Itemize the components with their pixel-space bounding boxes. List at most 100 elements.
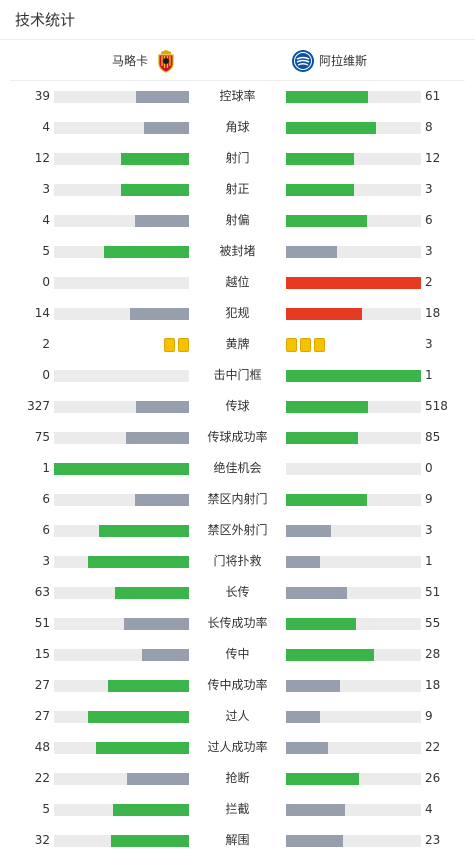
home-bar-track <box>54 91 189 103</box>
home-bar-track <box>54 370 189 382</box>
away-bar-fill <box>286 525 331 537</box>
home-bar-track <box>54 184 189 196</box>
home-bar-fill <box>54 463 189 475</box>
stat-label: 射正 <box>225 182 250 196</box>
stat-row: 3 门将扑救 1 <box>0 546 475 577</box>
away-value: 2 <box>425 275 433 289</box>
yellow-card-icon <box>178 338 189 352</box>
stat-label: 抢断 <box>225 771 250 785</box>
away-bar-track <box>286 680 421 692</box>
away-value: 61 <box>425 89 441 103</box>
stat-label: 解围 <box>225 833 250 847</box>
away-bar-fill <box>286 587 347 599</box>
home-bar-track <box>54 680 189 692</box>
mallorca-crest-icon <box>154 49 178 73</box>
away-value: 1 <box>425 554 433 568</box>
home-team[interactable]: 马略卡 <box>112 40 178 81</box>
home-team-name: 马略卡 <box>111 54 148 68</box>
home-bar-track <box>54 556 189 568</box>
page-title: 技术统计 <box>15 11 76 29</box>
home-bar-fill <box>115 587 189 599</box>
stat-row: 3 射正 3 <box>0 174 475 205</box>
home-bar-fill <box>121 153 189 165</box>
stat-label: 击中门框 <box>213 368 262 382</box>
away-bar-track <box>286 308 421 320</box>
home-bar-track <box>54 649 189 661</box>
home-bar-fill <box>99 525 189 537</box>
away-bar-fill <box>286 122 376 134</box>
home-value: 2 <box>42 337 50 351</box>
home-value: 32 <box>34 833 50 847</box>
away-bar-track <box>286 432 421 444</box>
away-bar-fill <box>286 215 367 227</box>
away-bar-track <box>286 711 421 723</box>
stat-row: 14 犯规 18 <box>0 298 475 329</box>
away-bar-track <box>286 153 421 165</box>
home-bar-fill <box>108 680 189 692</box>
away-team-name: 阿拉维斯 <box>319 54 368 68</box>
stat-row: 63 长传 51 <box>0 577 475 608</box>
home-value: 14 <box>34 306 50 320</box>
stat-label: 长传成功率 <box>207 616 268 630</box>
stat-row: 32 解围 23 <box>0 825 475 856</box>
home-bar-fill <box>121 184 189 196</box>
stat-label: 过人成功率 <box>207 740 268 754</box>
away-value: 51 <box>425 585 441 599</box>
home-bar-track <box>54 246 189 258</box>
stats-header: 技术统计 <box>0 0 475 40</box>
yellow-card-icon <box>300 338 311 352</box>
home-bar-track <box>54 432 189 444</box>
stat-row: 0 击中门框 1 <box>0 360 475 391</box>
away-team[interactable]: 阿拉维斯 <box>291 40 367 81</box>
home-bar-track <box>54 494 189 506</box>
away-value: 9 <box>425 709 433 723</box>
home-bar-track <box>54 525 189 537</box>
yellow-card-icon <box>286 338 297 352</box>
stat-label: 传球 <box>225 399 250 413</box>
away-bar-fill <box>286 711 320 723</box>
away-bar-fill <box>286 370 421 382</box>
home-bar-track <box>54 773 189 785</box>
away-bar-track <box>286 401 421 413</box>
teams-header: 马略卡 阿拉维斯 <box>10 40 465 81</box>
home-value: 12 <box>34 151 50 165</box>
stat-row: 2 黄牌 3 <box>0 329 475 360</box>
away-value: 28 <box>425 647 441 661</box>
away-bar-track <box>286 773 421 785</box>
away-bar-fill <box>286 680 340 692</box>
away-bar-fill <box>286 494 367 506</box>
away-yellow-cards <box>286 338 325 352</box>
home-bar-fill <box>135 494 189 506</box>
stat-row: 39 控球率 61 <box>0 81 475 112</box>
away-bar-fill <box>286 153 354 165</box>
home-value: 6 <box>42 492 50 506</box>
away-bar-fill <box>286 835 343 847</box>
away-value: 85 <box>425 430 441 444</box>
home-bar-fill <box>144 122 189 134</box>
stat-row: 6 禁区外射门 3 <box>0 515 475 546</box>
away-value: 8 <box>425 120 433 134</box>
stat-label: 长传 <box>225 585 250 599</box>
stat-label: 传球成功率 <box>207 430 268 444</box>
away-bar-track <box>286 494 421 506</box>
home-bar-track <box>54 153 189 165</box>
away-value: 4 <box>425 802 433 816</box>
home-value: 15 <box>34 647 50 661</box>
home-bar-track <box>54 711 189 723</box>
away-value: 3 <box>425 523 433 537</box>
stat-label: 角球 <box>225 120 250 134</box>
away-bar-fill <box>286 184 354 196</box>
stat-row: 27 传中成功率 18 <box>0 670 475 701</box>
away-bar-fill <box>286 618 356 630</box>
away-bar-track <box>286 649 421 661</box>
away-bar-fill <box>286 742 328 754</box>
away-value: 0 <box>425 461 433 475</box>
yellow-card-icon <box>314 338 325 352</box>
away-bar-track <box>286 587 421 599</box>
home-bar-fill <box>111 835 189 847</box>
away-value: 22 <box>425 740 441 754</box>
stat-row: 1 绝佳机会 0 <box>0 453 475 484</box>
stat-label: 拦截 <box>225 802 250 816</box>
home-bar-fill <box>135 215 189 227</box>
home-value: 3 <box>42 182 50 196</box>
